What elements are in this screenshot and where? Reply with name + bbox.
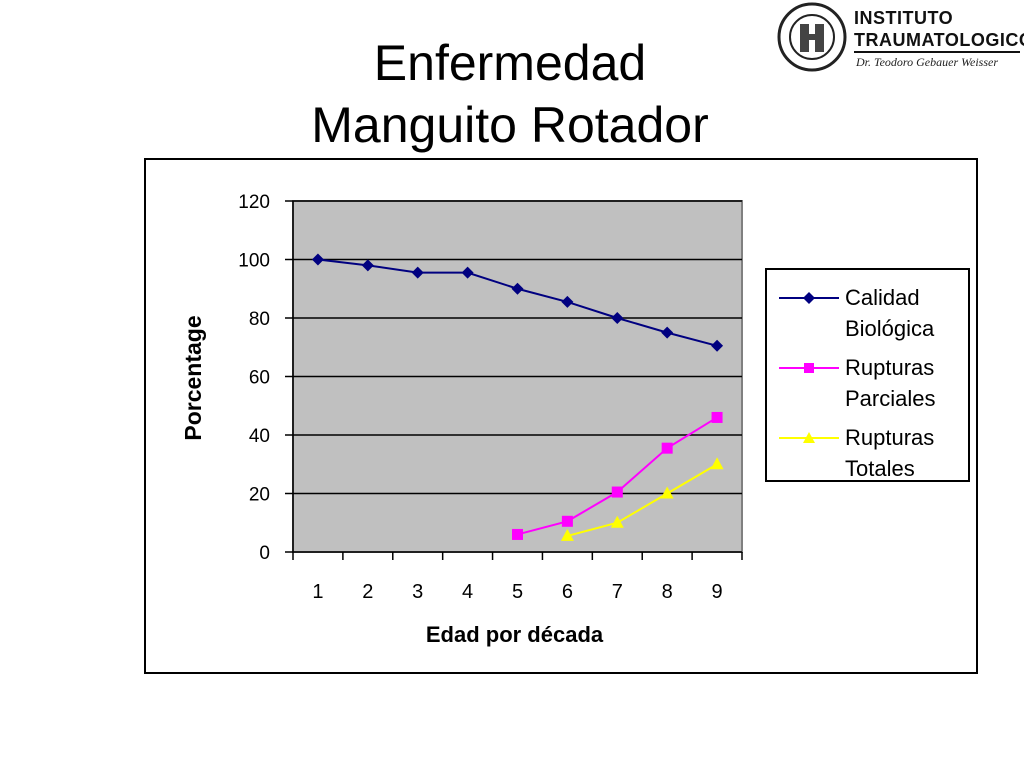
data-point	[512, 528, 523, 540]
data-point	[511, 282, 524, 295]
data-point	[411, 266, 424, 279]
y-tick-label: 40	[249, 426, 270, 447]
series-3	[560, 457, 724, 541]
data-point	[661, 442, 673, 454]
data-point	[711, 339, 724, 352]
data-point	[611, 486, 623, 498]
x-axis-ticks: 1 2 3 4 5 6 7 8 9	[292, 552, 743, 603]
data-point	[660, 486, 674, 499]
legend-swatch-diamond	[779, 292, 839, 304]
data-point	[710, 457, 724, 470]
legend-label-line: Totales	[845, 456, 915, 481]
series-line	[567, 463, 718, 537]
x-tick-label: 2	[362, 581, 373, 603]
data-point	[611, 312, 624, 324]
series-1	[311, 253, 724, 352]
legend-item-calidad-biologica: Calidad Biológica	[767, 282, 967, 342]
legend-label-line: Calidad	[845, 285, 920, 310]
logo-line1: INSTITUTO	[854, 8, 954, 28]
legend-label-line: Biológica	[845, 316, 935, 341]
y-axis-label: Porcentage	[180, 315, 206, 440]
slide-title: Enfermedad Manguito Rotador	[230, 32, 790, 156]
x-tick-label: 3	[412, 581, 423, 603]
x-tick-label: 4	[462, 581, 473, 603]
logo-subtitle: Dr. Teodoro Gebauer Weisser	[856, 55, 999, 69]
slide-title-line1: Enfermedad	[373, 35, 647, 91]
series-2	[512, 411, 723, 540]
x-tick-label: 1	[312, 581, 323, 603]
logo-divider	[854, 51, 1020, 53]
institute-seal-icon	[777, 2, 847, 72]
legend-swatch-square	[779, 363, 839, 373]
x-axis-label: Edad por década	[426, 622, 604, 647]
y-tick-label: 60	[249, 368, 270, 389]
legend-item-rupturas-totales: Rupturas Totales	[767, 422, 967, 482]
data-point	[560, 528, 574, 541]
institute-logo: INSTITUTO TRAUMATOLOGICO Dr. Teodoro Geb…	[772, 0, 1024, 80]
data-point	[661, 326, 674, 339]
legend-item-rupturas-parciales: Rupturas Parciales	[767, 352, 967, 412]
y-tick-label: 20	[249, 485, 270, 506]
data-point	[311, 253, 324, 266]
legend-swatch-triangle	[779, 432, 839, 443]
x-tick-label: 5	[512, 581, 523, 603]
y-tick-label: 100	[238, 251, 270, 272]
y-axis-ticks: 0 20 40 60 80 100 120	[238, 192, 293, 564]
legend-label-line: Rupturas	[845, 425, 935, 450]
legend-label-line: Parciales	[845, 386, 936, 411]
data-point	[561, 515, 573, 527]
x-tick-label: 8	[662, 581, 673, 603]
data-point	[610, 515, 624, 528]
data-point	[711, 411, 723, 423]
chart-legend: Calidad Biológica Rupturas Parciales Rup…	[765, 268, 970, 482]
slide-title-line2: Manguito Rotador	[311, 97, 709, 153]
data-point	[561, 295, 574, 308]
y-tick-label: 120	[238, 192, 270, 213]
x-tick-label: 7	[612, 581, 623, 603]
logo-line2: TRAUMATOLOGICO	[854, 30, 1024, 50]
x-tick-label: 6	[562, 581, 573, 603]
data-point	[361, 259, 374, 272]
y-tick-label: 0	[259, 543, 270, 564]
series-group	[311, 253, 724, 541]
y-tick-label: 80	[249, 309, 270, 330]
x-tick-label: 9	[711, 581, 722, 603]
legend-label-line: Rupturas	[845, 355, 935, 380]
data-point	[461, 266, 474, 279]
